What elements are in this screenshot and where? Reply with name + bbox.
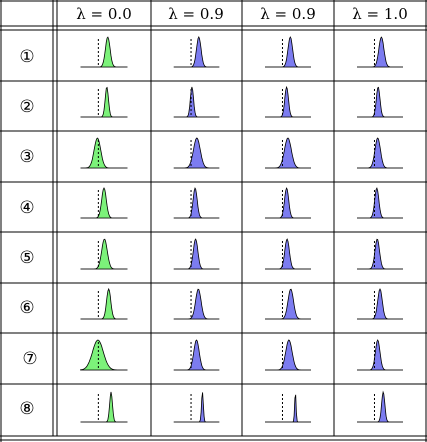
distribution-plot xyxy=(357,339,403,371)
density-curve xyxy=(357,288,403,320)
distribution-plot xyxy=(357,390,403,423)
row-label-8: ⑧ xyxy=(19,399,34,419)
density-curve xyxy=(265,36,311,68)
distribution-plot xyxy=(265,394,311,423)
distribution-plot xyxy=(80,287,128,320)
row-label-1: ① xyxy=(19,47,34,67)
distribution-plot xyxy=(80,187,128,219)
density-curve xyxy=(265,288,311,320)
density-curve xyxy=(173,288,220,320)
column-header-2: λ = 0.9 xyxy=(168,5,223,23)
density-curve xyxy=(357,390,403,423)
column-header-1: λ = 0.0 xyxy=(76,5,131,23)
density-curve xyxy=(357,36,403,68)
distribution-plot xyxy=(265,339,311,371)
density-curve xyxy=(357,86,403,118)
density-curve xyxy=(173,238,220,270)
distribution-plot xyxy=(173,339,220,371)
density-curve xyxy=(265,339,311,371)
distribution-plot xyxy=(357,288,403,320)
density-curve xyxy=(80,339,128,371)
distribution-plot xyxy=(265,36,311,68)
density-curve xyxy=(173,187,220,219)
row-label-6: ⑥ xyxy=(19,298,34,318)
density-curve xyxy=(80,137,128,169)
density-curve xyxy=(173,36,220,68)
column-header-4: λ = 1.0 xyxy=(352,5,407,23)
density-curve xyxy=(357,339,403,371)
density-curve xyxy=(173,137,220,169)
density-curve xyxy=(265,394,311,423)
distribution-plot xyxy=(265,288,311,320)
distribution-plot xyxy=(357,238,403,270)
density-curve xyxy=(357,238,403,270)
column-header-3: λ = 0.9 xyxy=(260,5,315,23)
distribution-plot xyxy=(173,187,220,219)
density-curve xyxy=(80,86,128,118)
density-curve xyxy=(80,238,128,270)
distribution-plot xyxy=(173,288,220,320)
row-label-7: ⑦ xyxy=(22,349,37,369)
density-curve xyxy=(80,36,128,68)
distribution-plot xyxy=(80,339,128,371)
density-curve xyxy=(265,238,311,270)
distribution-cells xyxy=(80,36,403,423)
density-curve xyxy=(265,137,311,169)
distribution-plot xyxy=(173,36,220,68)
distribution-plot xyxy=(173,238,220,270)
density-curve xyxy=(265,85,311,118)
distribution-plot xyxy=(173,392,220,423)
distribution-plot xyxy=(357,137,403,169)
distribution-plot xyxy=(173,86,220,118)
distribution-plot xyxy=(357,187,403,219)
distribution-plot xyxy=(173,137,220,169)
row-label-5: ⑤ xyxy=(19,248,34,268)
distribution-plot xyxy=(80,36,128,68)
density-curve xyxy=(173,392,220,423)
density-curve xyxy=(357,137,403,169)
distribution-plot xyxy=(265,137,311,169)
distribution-plot xyxy=(80,391,128,423)
density-curve xyxy=(357,187,403,219)
distribution-plot xyxy=(80,137,128,169)
row-label-2: ② xyxy=(19,97,34,117)
distribution-plot xyxy=(265,238,311,270)
density-curve xyxy=(80,391,128,423)
density-curve xyxy=(173,339,220,371)
row-label-3: ③ xyxy=(19,147,34,167)
density-curve xyxy=(80,287,128,320)
distribution-plot xyxy=(80,86,128,118)
density-curve xyxy=(80,187,128,219)
distribution-plot xyxy=(80,238,128,270)
distribution-plot xyxy=(357,86,403,118)
distribution-plot xyxy=(265,85,311,118)
row-label-4: ④ xyxy=(19,198,34,218)
density-curve xyxy=(173,86,220,118)
distribution-plot xyxy=(265,187,311,219)
density-curve xyxy=(265,187,311,219)
distribution-plot xyxy=(357,36,403,68)
